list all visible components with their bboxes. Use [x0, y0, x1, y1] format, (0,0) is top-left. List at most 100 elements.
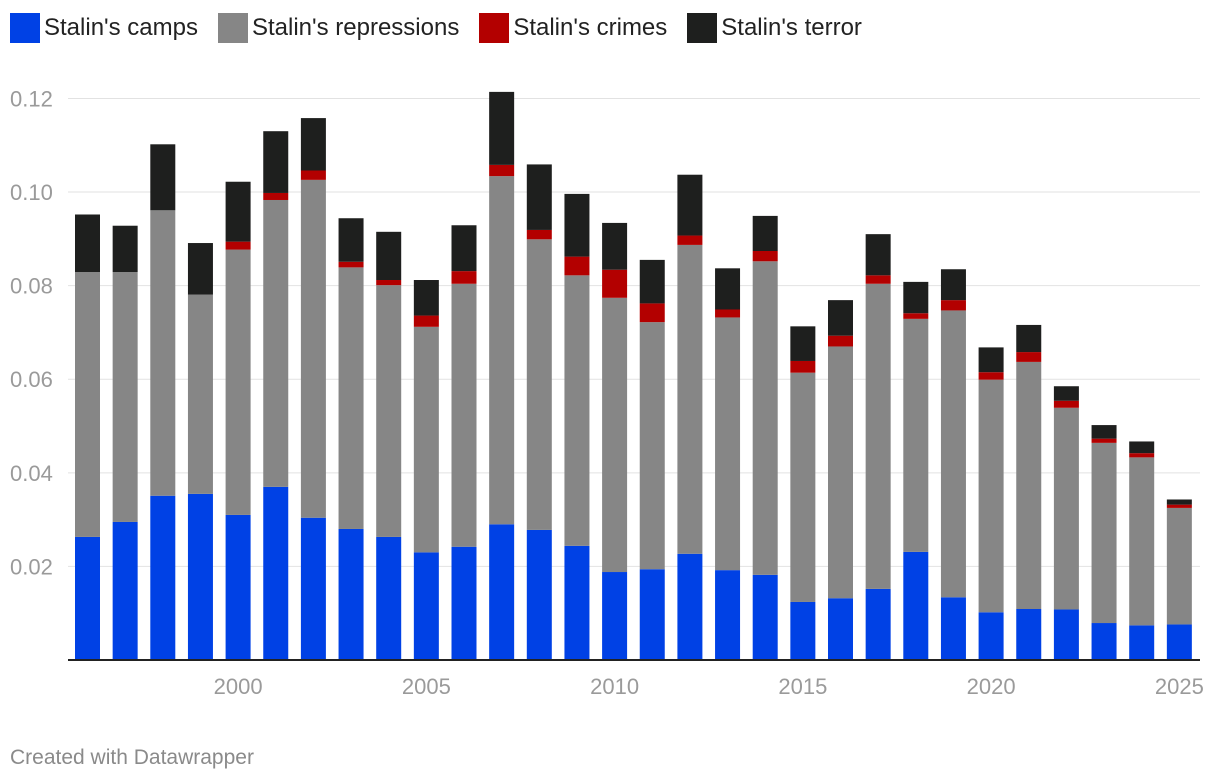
bar-segment [790, 326, 816, 361]
bar-stack [903, 281, 929, 660]
bar-segment [715, 570, 741, 660]
bar-segment [526, 164, 552, 230]
bar-segment [1016, 608, 1042, 660]
bar-segment [940, 310, 966, 598]
bar-segment [75, 214, 100, 273]
bar-segment [828, 346, 853, 599]
bar-segment [526, 239, 552, 530]
bar-segment [940, 269, 966, 301]
bar-segment [75, 536, 100, 660]
legend-label: Stalin's repressions [251, 14, 460, 41]
bar-stack [75, 214, 100, 660]
bar-segment [564, 545, 590, 660]
footer-credit: Created with Datawrapper [10, 746, 254, 769]
bar-segment [865, 588, 891, 660]
bar-segment [300, 118, 326, 171]
bar-segment [187, 243, 213, 295]
bar-segment [413, 280, 439, 316]
bar-stack [828, 300, 853, 660]
bar-segment [526, 229, 552, 240]
bar-segment [1016, 324, 1042, 353]
bar-segment [489, 91, 515, 165]
bar-segment [790, 372, 816, 602]
legend-label: Stalin's crimes [513, 14, 668, 41]
bar-stack [150, 144, 176, 660]
y-tick-label: 0.12 [10, 86, 53, 111]
bar-segment [1091, 438, 1117, 443]
bar-segment [978, 347, 1004, 373]
bar-segment [187, 294, 213, 494]
bar-segment [263, 131, 289, 193]
bar-segment [338, 261, 364, 268]
bar-segment [112, 272, 138, 522]
bar-segment [1016, 361, 1042, 609]
bar-segment [338, 528, 364, 660]
bar-stack [940, 269, 966, 660]
bar-stack [865, 234, 891, 660]
bar-segment [1091, 623, 1117, 660]
chart-legend: Stalin's camps Stalin's repressions Stalin… [10, 10, 882, 46]
bar-stack [376, 231, 402, 660]
y-tick-label: 0.08 [10, 274, 53, 299]
bar-segment [300, 170, 326, 180]
x-tick-label: 2015 [778, 674, 827, 699]
bar-segment [489, 176, 515, 525]
y-tick-label: 0.02 [10, 554, 53, 579]
bar-stack [263, 131, 289, 660]
bar-segment [1129, 625, 1155, 660]
bar-segment [1016, 352, 1042, 362]
bar-segment [677, 553, 703, 660]
bar-segment [150, 495, 176, 660]
bar-segment [263, 486, 289, 660]
bar-segment [564, 275, 590, 546]
bar-segment [1053, 407, 1079, 610]
bar-segment [1053, 400, 1079, 408]
bar-segment [865, 283, 891, 589]
bar-segment [715, 317, 741, 571]
bar-stack [564, 193, 590, 660]
bar-segment [526, 529, 552, 660]
bar-segment [489, 164, 515, 177]
bar-segment [376, 536, 402, 660]
bar-segment [828, 598, 853, 660]
bar-segment [978, 379, 1004, 613]
bar-segment [940, 300, 966, 311]
bar-segment [225, 514, 251, 660]
legend-swatch [10, 13, 40, 43]
legend-swatch [217, 13, 248, 43]
bar-segment [1166, 499, 1192, 505]
bar-segment [413, 552, 439, 660]
bar-segment [715, 309, 741, 318]
bar-segment [677, 244, 703, 554]
bar-segment [1053, 609, 1079, 660]
bar-segment [338, 267, 364, 529]
bar-segment [1091, 442, 1117, 624]
bar-segment [300, 517, 326, 660]
bar-segment [1091, 425, 1117, 439]
bar-stack [602, 222, 628, 660]
bar-segment [1166, 624, 1192, 660]
bar-segment [376, 280, 402, 286]
bar-segment [564, 193, 590, 257]
y-tick-label: 0.06 [10, 367, 53, 392]
bar-stack [1166, 499, 1192, 660]
bar-segment [338, 218, 364, 262]
x-tick-label: 2020 [967, 674, 1016, 699]
bar-segment [112, 521, 138, 660]
bar-segment [752, 574, 778, 660]
bar-stack [639, 259, 665, 660]
bar-segment [263, 192, 289, 200]
bar-segment [602, 297, 628, 573]
bar-stack [338, 218, 364, 660]
bar-segment [1129, 453, 1155, 458]
bar-segment [489, 524, 515, 660]
bar-stack [752, 215, 778, 660]
bar-segment [752, 261, 778, 575]
bar-segment [940, 597, 966, 660]
bar-segment [376, 231, 402, 281]
bar-segment [150, 210, 176, 496]
bar-segment [1129, 457, 1155, 626]
legend-swatch [479, 13, 510, 43]
y-tick-label: 0.04 [10, 461, 53, 486]
